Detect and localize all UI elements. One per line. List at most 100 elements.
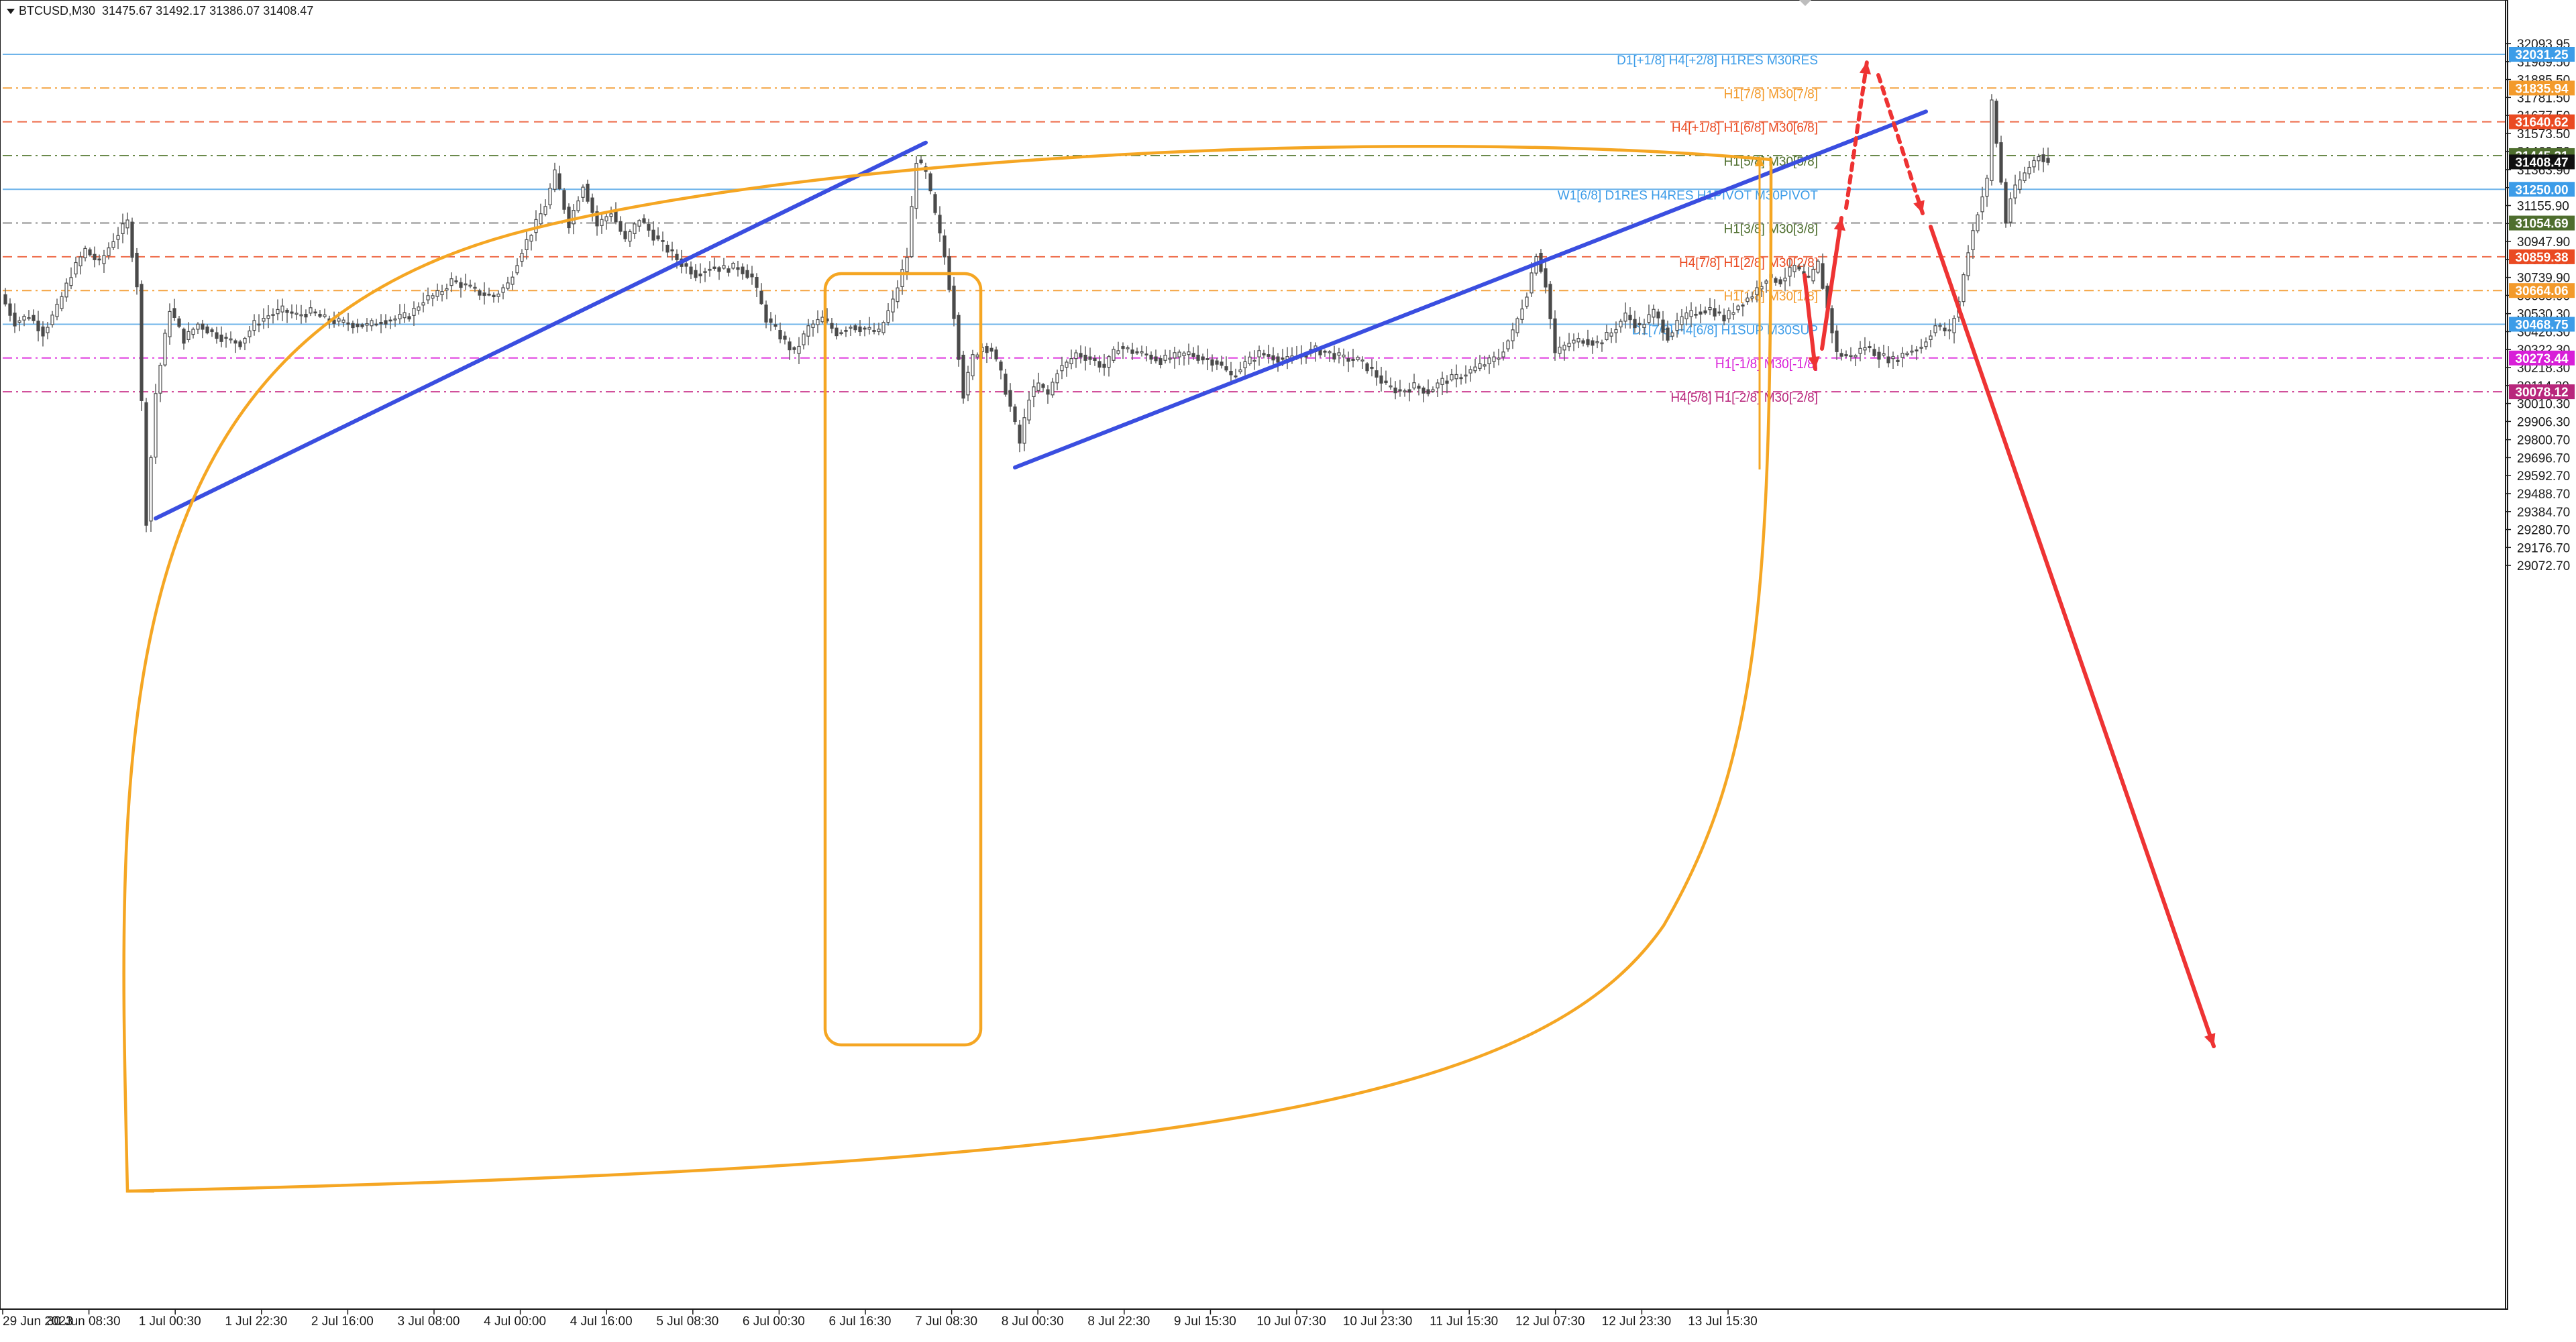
level-label: H1[7/8] M30[7/8]	[1724, 87, 1818, 101]
y-tick-label: 30947.90	[2517, 235, 2570, 249]
x-tick-label: 12 Jul 07:30	[1515, 1315, 1585, 1329]
bar-body	[943, 235, 947, 258]
bar-body	[36, 321, 40, 331]
bar-body	[600, 219, 604, 226]
bar-body	[881, 322, 885, 333]
bar-body	[957, 315, 961, 360]
bar-body	[975, 354, 979, 357]
bar-body	[1736, 305, 1740, 311]
x-tick-label: 8 Jul 22:30	[1087, 1315, 1150, 1329]
bar-body	[407, 316, 411, 320]
bar-body	[1356, 357, 1360, 361]
bar-body	[210, 329, 214, 333]
bar-body	[1168, 357, 1172, 360]
forecast-arrow-up	[1820, 216, 1843, 351]
bar-body	[651, 229, 655, 241]
bar-body	[1149, 354, 1153, 360]
bar-body	[1717, 311, 1721, 314]
x-tick-label: 2 Jul 16:00	[311, 1315, 374, 1329]
bar-body	[1365, 363, 1369, 372]
bar-body	[604, 216, 608, 222]
bar-body	[675, 254, 679, 260]
bar-body	[1445, 380, 1449, 384]
bar-body	[1572, 339, 1576, 344]
bar-body	[2046, 158, 2050, 163]
bar-body	[1229, 370, 1233, 376]
bar-body	[88, 249, 92, 256]
bar-body	[1652, 309, 1656, 318]
bar-body	[384, 320, 388, 325]
bar-body	[1976, 214, 1980, 231]
bar-body	[736, 267, 740, 270]
bar-body	[313, 311, 317, 314]
bar-body	[609, 213, 613, 217]
x-tick-label: 1 Jul 22:30	[225, 1315, 287, 1329]
bar-body	[1839, 353, 1843, 357]
bar-body	[1384, 380, 1388, 384]
bar-body	[731, 263, 735, 269]
bar-body	[1041, 384, 1045, 388]
price-tag-label: 30468.75	[2515, 319, 2569, 333]
bar-body	[802, 333, 806, 345]
level-label: H1[-1/8] M30[-1/8]	[1715, 357, 1818, 372]
bar-body	[1501, 351, 1505, 357]
bar-body	[1684, 312, 1688, 320]
bar-body	[1520, 309, 1524, 320]
bar-body	[1591, 340, 1595, 346]
bar-body	[46, 327, 50, 333]
forecast-arrow-down-dotted-head-icon	[1913, 200, 1925, 213]
bar-body	[1130, 349, 1134, 354]
bar-body	[248, 330, 252, 337]
y-tick-label: 29280.70	[2517, 524, 2570, 538]
bar-body	[1079, 353, 1083, 357]
bar-body	[553, 169, 557, 190]
bar-body	[1614, 329, 1618, 333]
scroll-marker-icon[interactable]	[1799, 0, 1811, 6]
bar-body	[1412, 382, 1416, 389]
price-tags: 32031.2531835.9431640.6231445.3131250.00…	[2509, 47, 2575, 400]
bar-body	[2023, 172, 2027, 181]
bar-body	[1854, 355, 1858, 357]
bar-body	[2027, 166, 2031, 174]
price-tag	[2509, 249, 2575, 264]
bar-body	[872, 330, 876, 332]
bar-body	[1680, 316, 1684, 325]
bar-body	[464, 283, 468, 286]
bar-body	[158, 364, 162, 394]
bar-body	[266, 315, 270, 319]
bar-body	[55, 304, 59, 317]
bar-body	[1027, 399, 1031, 421]
bar-body	[769, 318, 773, 323]
level-label: H4[+1/8] H1[6/8] M30[6/8]	[1672, 121, 1818, 135]
bar-body	[1271, 355, 1275, 361]
bar-body	[78, 256, 83, 267]
bar-body	[102, 255, 106, 264]
bar-body	[665, 244, 669, 253]
bar-body	[393, 318, 397, 321]
symbol-label: BTCUSD,M30	[19, 4, 95, 17]
bar-body	[454, 280, 458, 282]
price-tag-label: 31408.47	[2515, 156, 2568, 170]
y-tick-label: 30010.30	[2517, 398, 2570, 412]
bar-body	[280, 305, 284, 313]
bar-body	[1990, 99, 1994, 181]
bar-body	[1755, 287, 1759, 295]
price-tag	[2509, 80, 2575, 96]
x-tick-label: 10 Jul 07:30	[1256, 1315, 1326, 1329]
bar-body	[2032, 160, 2036, 168]
bar-body	[1262, 353, 1266, 355]
bar-body	[1689, 310, 1693, 317]
bar-body	[849, 327, 853, 329]
bar-body	[1609, 332, 1613, 337]
bar-body	[1666, 327, 1670, 341]
bar-body	[1102, 364, 1106, 368]
level-label: H4[7/8] H1[2/8] M30[2/8]	[1679, 256, 1818, 270]
bar-body	[891, 298, 895, 313]
bar-body	[1915, 349, 1919, 351]
trend-line	[154, 140, 928, 520]
bar-body	[684, 263, 688, 267]
bar-body	[3, 294, 7, 304]
x-tick-label: 8 Jul 00:30	[1002, 1315, 1064, 1329]
dropdown-arrow-icon[interactable]	[7, 9, 15, 14]
